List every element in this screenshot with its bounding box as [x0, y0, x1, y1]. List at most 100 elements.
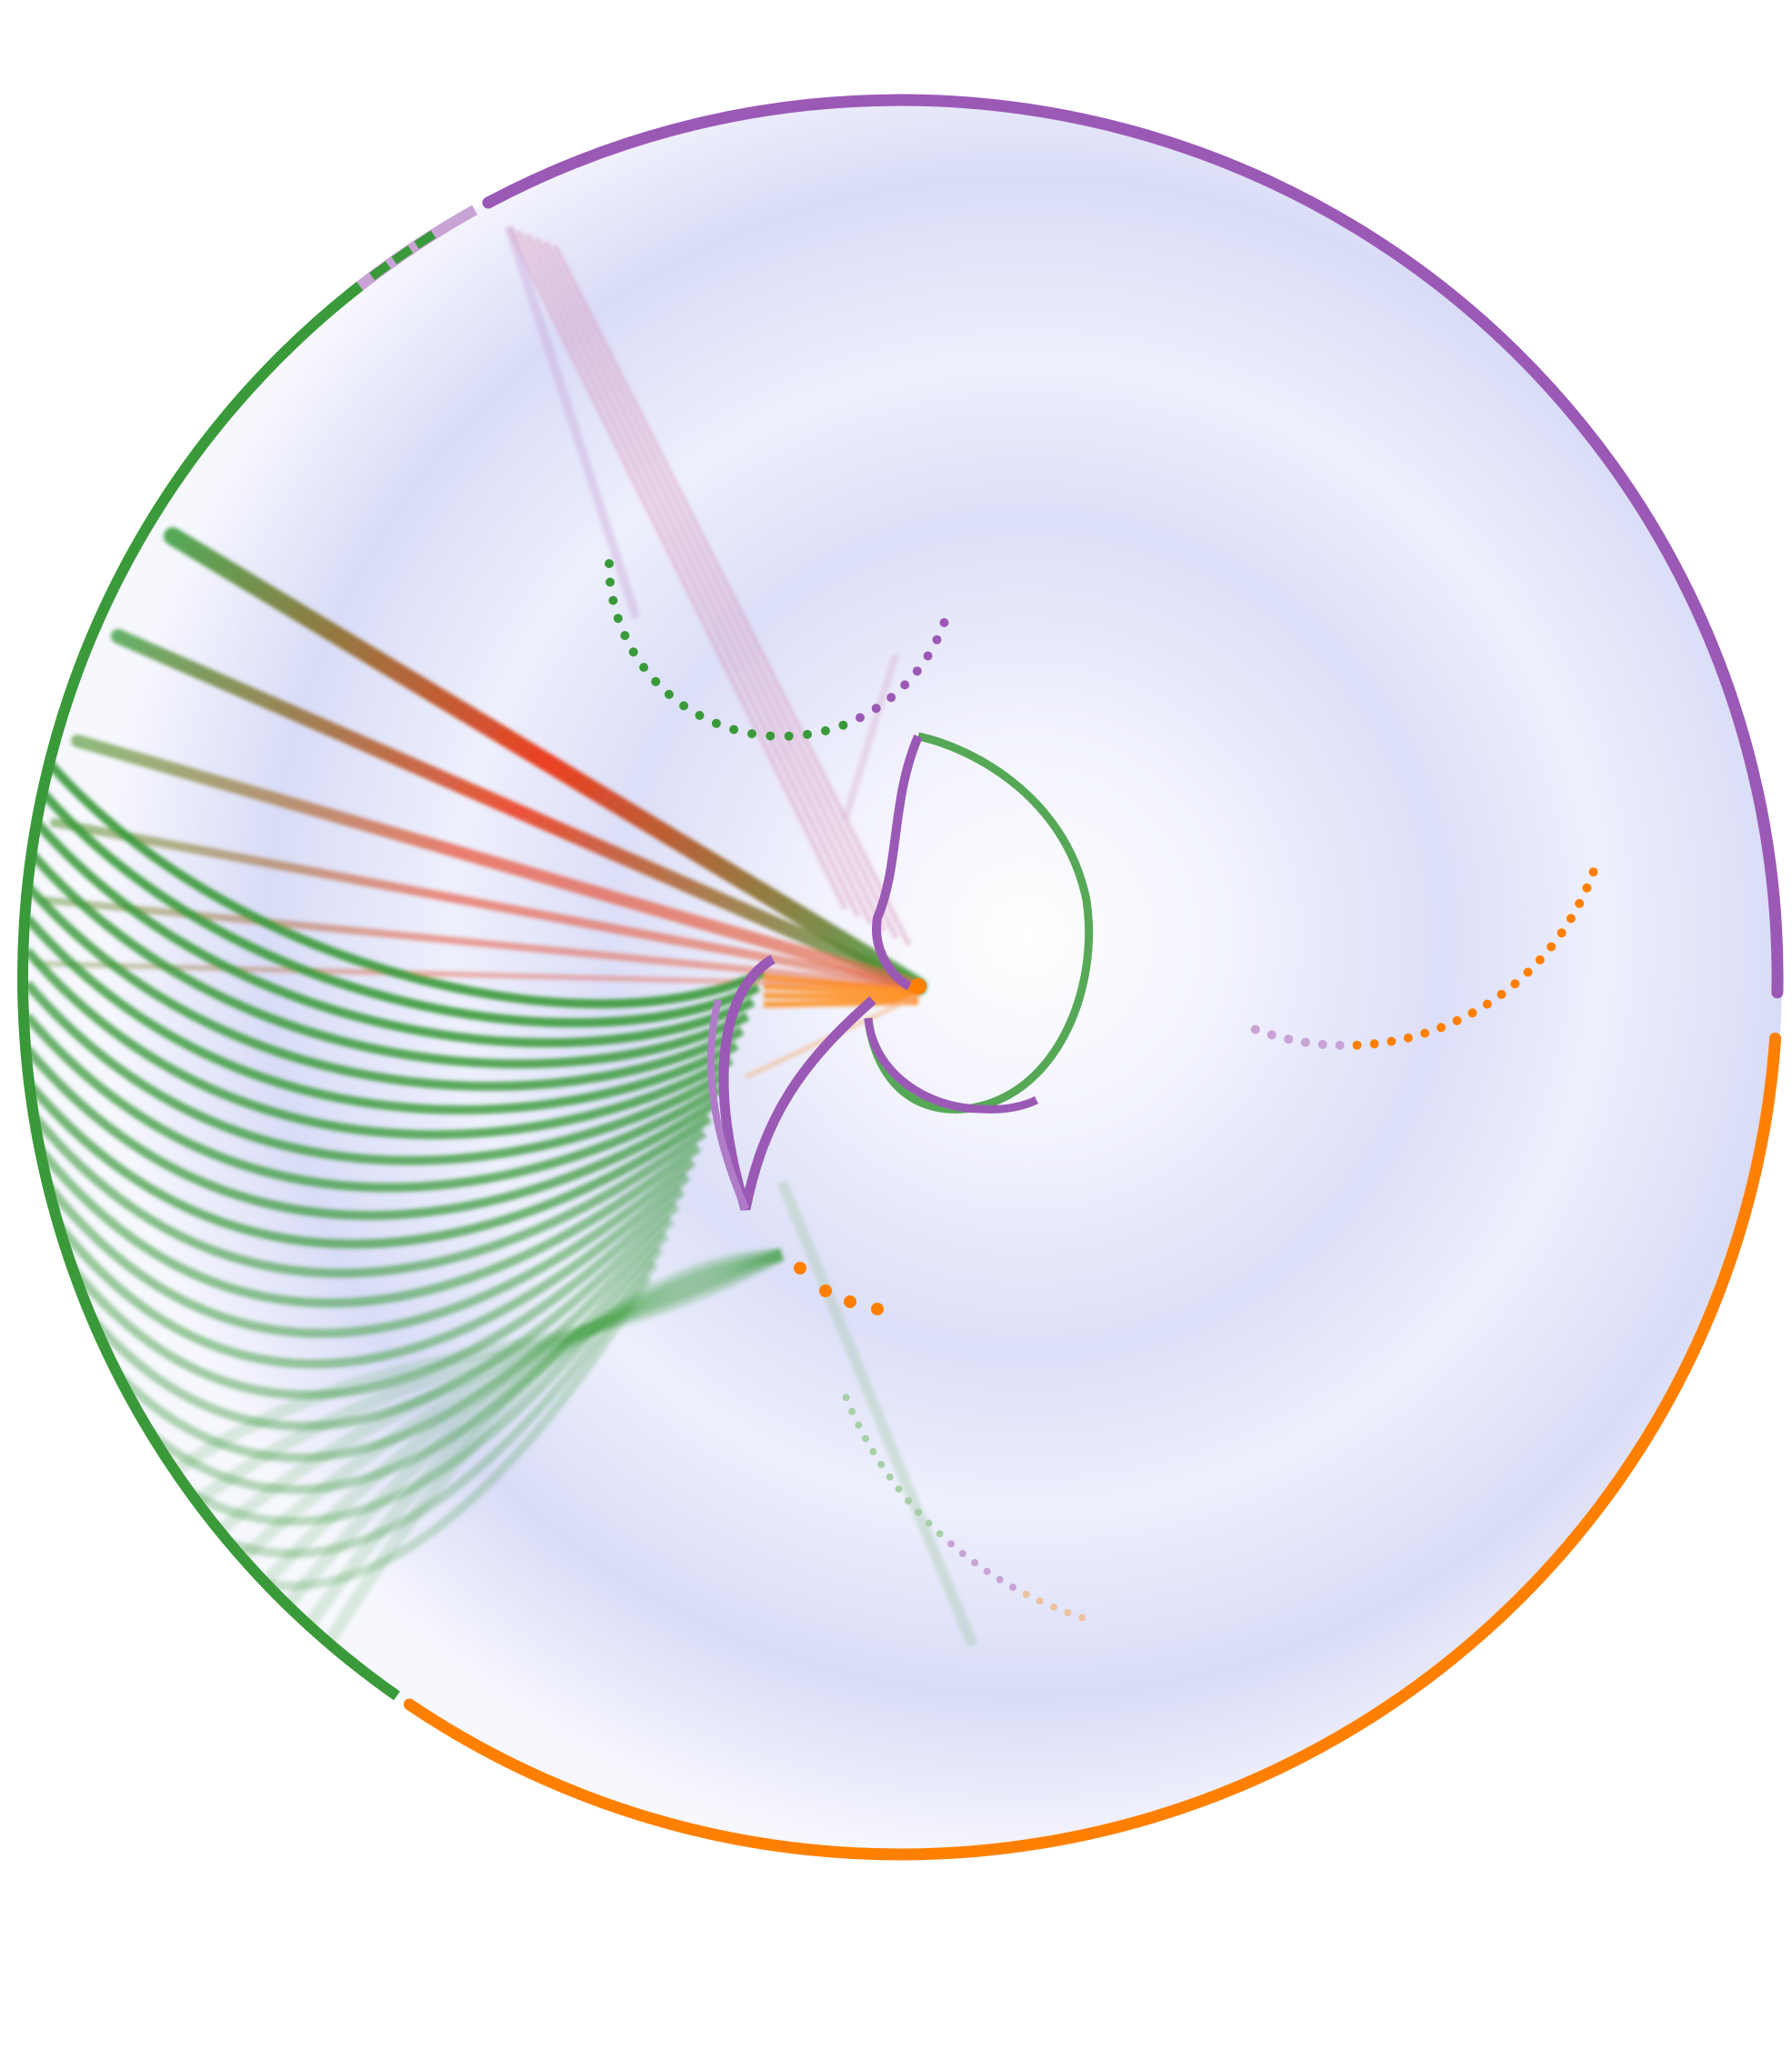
lavender-edge	[505, 225, 641, 620]
green-edge	[24, 1078, 712, 1249]
dotted-arc-node	[1317, 1039, 1327, 1049]
dotted-arc-node	[848, 1407, 856, 1415]
dotted-arc-node	[886, 1473, 894, 1481]
green-boundary-arc	[17, 281, 400, 1701]
dotted-arc-node	[983, 1567, 991, 1575]
dotted-arc-node	[1352, 1040, 1362, 1050]
dotted-arc-node	[915, 1508, 923, 1516]
orange-edge	[763, 983, 919, 998]
inner-purple-curve	[872, 735, 923, 991]
dotted-arc-node	[855, 1421, 863, 1429]
dotted-arc-node	[803, 729, 812, 739]
green-dashed-boundary-arc	[369, 229, 438, 281]
green-edge	[24, 915, 739, 1114]
dotted-arc-node	[608, 595, 618, 605]
orange-edge	[763, 992, 919, 1002]
green-edge	[24, 980, 728, 1165]
lavender-edge	[842, 653, 899, 820]
dotted-arc-node	[1050, 1603, 1057, 1611]
dotted-arc-node	[695, 711, 705, 720]
dotted-arc-node	[842, 1394, 850, 1402]
dotted-arc-node	[869, 1447, 877, 1455]
orange-boundary-arc	[403, 1032, 1782, 1861]
dotted-arc-node	[729, 725, 739, 735]
dotted-arc-node	[1284, 1034, 1294, 1044]
inner-purple-curve	[864, 1017, 1039, 1114]
green-edge	[27, 849, 750, 1069]
dotted-arc-node	[971, 1559, 979, 1566]
dotted-arc-node	[605, 559, 614, 568]
orange-node	[819, 1284, 832, 1297]
green-edge	[24, 882, 745, 1091]
dotted-arc-node	[613, 614, 623, 624]
dotted-arc-node	[1300, 1037, 1310, 1047]
dotted-arc-node	[1557, 928, 1567, 938]
dotted-arc-node	[711, 718, 721, 728]
dotted-arc-node	[936, 1530, 944, 1538]
dotted-arc-node	[1078, 1614, 1086, 1622]
dotted-arc-node	[628, 647, 638, 657]
dotted-arc-node	[620, 631, 630, 641]
dotted-arc-node	[1009, 1584, 1017, 1591]
dotted-arc-node	[886, 693, 896, 703]
dotted-arc-node	[932, 635, 942, 645]
dotted-arc-node	[996, 1575, 1004, 1584]
dotted-arc-node	[905, 1497, 913, 1504]
dotted-arc-node	[1467, 1008, 1477, 1018]
green-edge	[61, 1216, 675, 1463]
green-edge	[35, 784, 761, 1028]
dotted-arc-node	[912, 666, 922, 676]
dotted-arc-node	[1482, 999, 1492, 1009]
dotted-arc-node	[1266, 1030, 1276, 1040]
purple-light-boundary-arc	[356, 205, 478, 291]
dotted-arc-node	[862, 1434, 869, 1443]
faint-edge	[776, 1179, 978, 1648]
purple-boundary-arc	[482, 94, 1784, 999]
dotted-arc-node	[1403, 1033, 1413, 1043]
pink-edge	[543, 240, 899, 940]
highlight-edge	[71, 735, 925, 993]
dotted-arc-node	[1535, 955, 1545, 965]
inner-green-loop	[864, 732, 1094, 1114]
inner-purple-loop	[707, 999, 749, 1211]
dotted-arc-node	[1387, 1036, 1397, 1046]
green-edge	[40, 1158, 696, 1338]
dotted-arc-node	[925, 1519, 933, 1527]
highlight-edge	[34, 961, 921, 989]
pink-edge	[525, 233, 874, 925]
dotted-arc-node	[1036, 1597, 1044, 1605]
dotted-arc-node	[895, 1485, 903, 1494]
dotted-arc-node	[923, 651, 933, 661]
dotted-arc-node	[1523, 967, 1533, 977]
dotted-arc-node	[1575, 898, 1585, 908]
pink-edge	[552, 244, 912, 947]
hub-node	[910, 978, 926, 995]
orange-edge	[763, 974, 919, 995]
green-edge	[29, 1111, 706, 1278]
pink-edge	[506, 225, 848, 911]
dotted-arc-node	[679, 701, 689, 711]
dotted-arc-node	[784, 731, 794, 741]
green-edge	[31, 816, 756, 1048]
node-dots-group	[605, 559, 1598, 1622]
dotted-arc-node	[856, 713, 865, 723]
green-edge	[38, 751, 766, 1009]
dotted-arc-node	[766, 731, 776, 741]
green-edge	[24, 1013, 723, 1193]
dotted-arc-node	[1335, 1040, 1345, 1050]
dotted-arc-node	[871, 704, 881, 714]
disk-boundary	[17, 94, 1784, 1861]
green-edge	[35, 1144, 702, 1308]
dotted-arc-node	[1022, 1590, 1030, 1598]
dotted-arc-node	[1547, 942, 1557, 952]
dotted-arc-node	[939, 618, 949, 627]
dotted-arc-node	[877, 1461, 886, 1468]
green-edge	[24, 947, 734, 1140]
dotted-arc-node	[664, 689, 674, 699]
orange-node	[871, 1303, 884, 1315]
dotted-arc-node	[1420, 1028, 1430, 1038]
highlight-edge	[164, 527, 927, 995]
dotted-arc-node	[820, 725, 830, 735]
dotted-arc-node	[639, 663, 649, 673]
